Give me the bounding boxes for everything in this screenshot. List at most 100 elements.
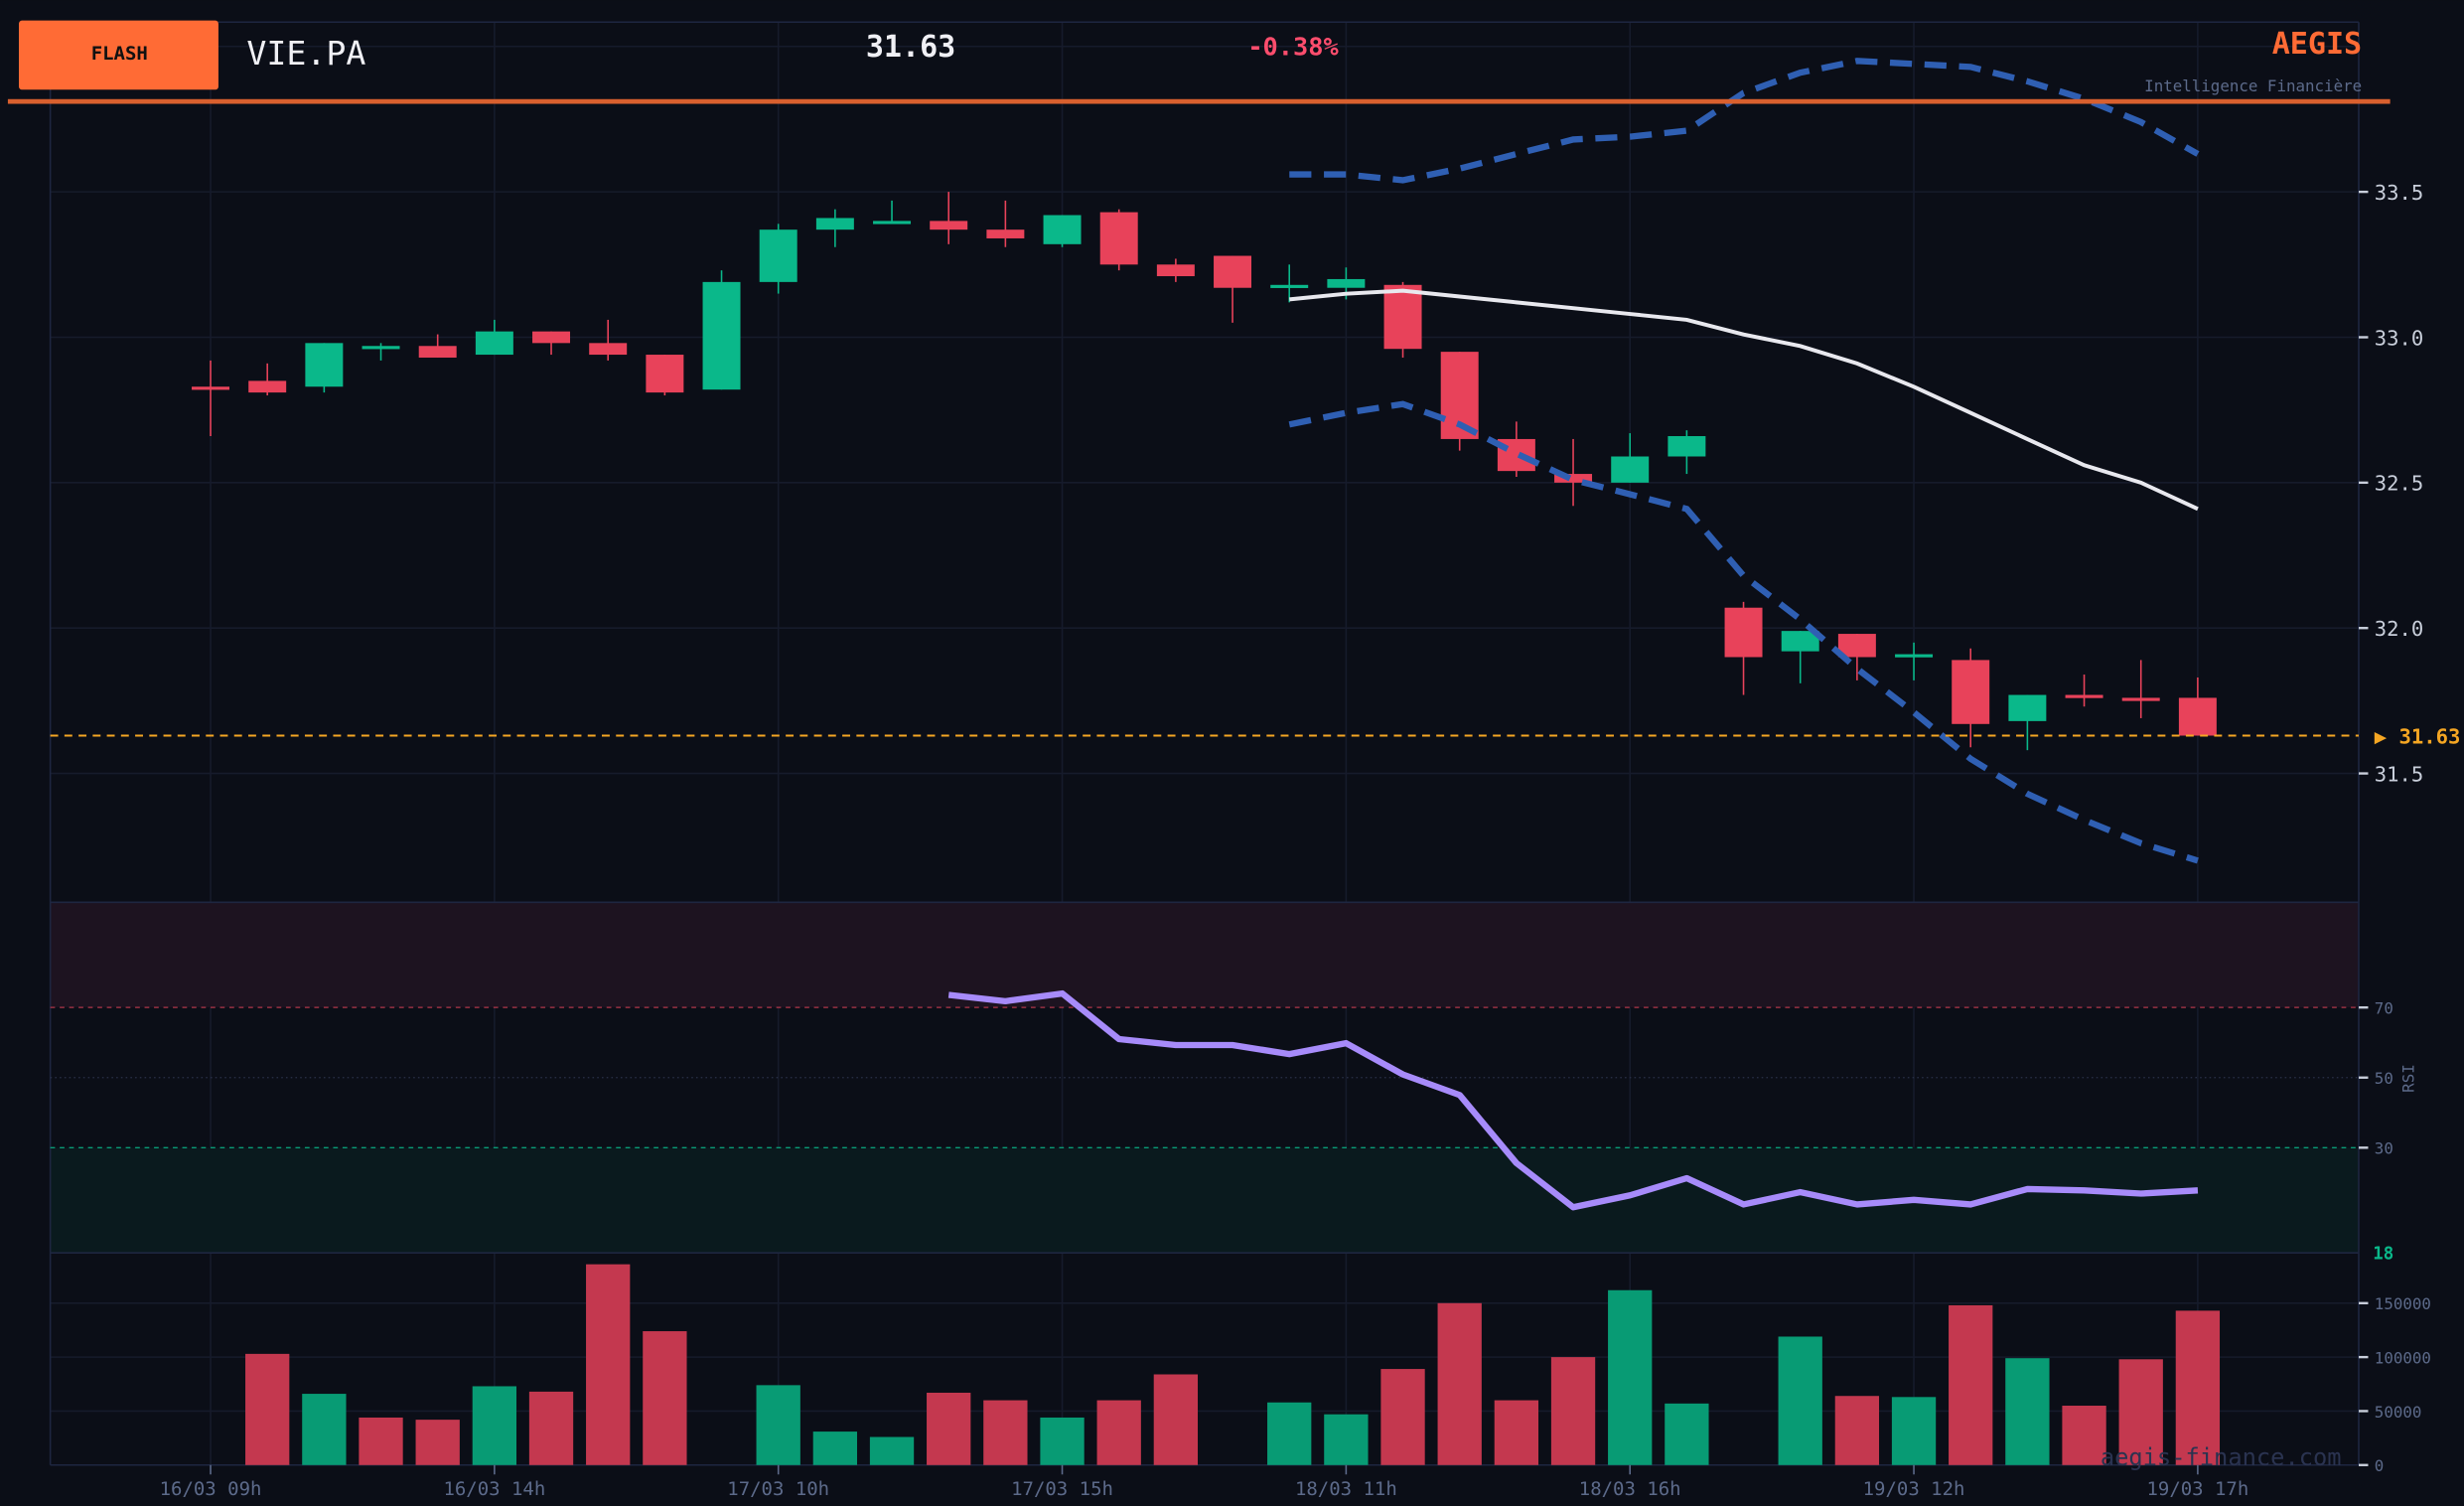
candle-body: [1724, 607, 1763, 658]
volume-bar: [1494, 1400, 1539, 1465]
time-tick-label: 16/03 09h: [160, 1478, 262, 1500]
candle-body: [1781, 631, 1819, 652]
volume-tick-label: 50000: [2375, 1403, 2422, 1422]
volume-bar: [245, 1353, 290, 1465]
volume-bar: [812, 1431, 858, 1465]
price-tick-label: 33.0: [2375, 326, 2423, 350]
candle-body: [192, 386, 230, 390]
candle-body: [1611, 456, 1650, 483]
volume-bar: [302, 1394, 347, 1465]
rsi-tick-label: 50: [2375, 1069, 2393, 1088]
candle-body: [248, 380, 287, 393]
volume-bar: [1267, 1402, 1312, 1465]
volume-bar: [869, 1436, 915, 1465]
last-price-label: ▶ 31.63: [2375, 724, 2461, 748]
bollinger-upper-line: [1289, 58, 2200, 184]
volume-bar: [927, 1392, 971, 1465]
candle-body: [362, 346, 400, 350]
volume-bar: [1834, 1396, 1880, 1465]
candle-body: [1156, 264, 1195, 277]
volume-bar: [1608, 1289, 1653, 1465]
flash-badge-label: FLASH: [91, 43, 148, 65]
volume-bar: [528, 1391, 574, 1465]
rsi-tick-label: 30: [2375, 1139, 2393, 1158]
candle-body: [702, 281, 741, 390]
volume-bar: [1380, 1369, 1425, 1465]
candle-body: [1383, 284, 1422, 350]
axes: 31.5 32.0 32.5 33.0 33.5 70 50 30 RSI 18 0 50000 100…: [160, 181, 2431, 1500]
volume-bar: [586, 1264, 631, 1465]
volume-bar: [1437, 1302, 1482, 1465]
volume-tick-label: 100000: [2375, 1348, 2431, 1367]
watermark: aegis-finance.com: [2101, 1443, 2342, 1471]
candle-body: [1554, 474, 1593, 483]
price-tick-label: 32.0: [2375, 617, 2423, 641]
volume-bar: [1550, 1357, 1596, 1465]
volume-bar: [1891, 1397, 1937, 1465]
candle-body: [1327, 278, 1366, 288]
volume-bar: [1324, 1414, 1369, 1465]
current-price: 31.63: [866, 30, 955, 65]
candle-body: [2121, 697, 2160, 701]
candle-body: [1270, 284, 1309, 288]
time-tick-label: 19/03 12h: [1863, 1478, 1965, 1500]
chart-frame: [49, 21, 2360, 1466]
price-tick-label: 32.5: [2375, 472, 2423, 496]
candle-body: [2178, 697, 2217, 736]
rsi-oversold-zone: [50, 1147, 2359, 1254]
bollinger-lower-line: [1288, 400, 2199, 864]
time-tick-label: 18/03 16h: [1579, 1478, 1681, 1500]
rsi-line: [947, 989, 2199, 1211]
volume-bar: [2062, 1406, 2106, 1465]
candle-body: [2008, 694, 2047, 721]
volume-bar: [2175, 1310, 2221, 1465]
candle-body: [1895, 654, 1934, 658]
candle-body: [2065, 694, 2103, 698]
candle-body: [589, 343, 628, 356]
price-change: -0.38%: [1247, 32, 1339, 61]
volume-bar: [359, 1417, 403, 1465]
brand-logo: AEGIS: [2272, 27, 2362, 62]
candle-body: [1043, 215, 1082, 244]
volume-bar: [1153, 1374, 1199, 1465]
volume-bar: [643, 1331, 687, 1465]
rsi-tick-label: 70: [2375, 998, 2393, 1017]
rsi-axis-label: RSI: [2398, 1064, 2417, 1093]
time-tick-label: 16/03 14h: [443, 1478, 545, 1500]
time-tick-label: 19/03 17h: [2146, 1478, 2248, 1500]
volume-tick-label: 150000: [2375, 1294, 2431, 1313]
candle-body: [532, 331, 571, 344]
candle-body: [986, 229, 1025, 238]
header-divider: [7, 98, 2391, 104]
candle-body: [873, 221, 912, 225]
candle-body: [1837, 634, 1876, 658]
volume-bar: [472, 1386, 517, 1465]
candle-body: [475, 331, 513, 356]
time-tick-label: 18/03 11h: [1295, 1478, 1397, 1500]
header: FLASH VIE.PA 31.63 -0.38% AEGIS Intellig…: [7, 20, 2391, 104]
candle-body: [1667, 436, 1706, 457]
flash-badge: [18, 20, 218, 90]
symbol-title: VIE.PA: [246, 34, 365, 73]
price-tick-label: 33.5: [2375, 181, 2423, 205]
volume-bar: [415, 1420, 460, 1465]
volume-bar: [2118, 1359, 2163, 1465]
brand-tagline: Intelligence Financière: [2144, 76, 2362, 95]
candle-body: [759, 229, 797, 282]
volume-bar: [1665, 1403, 1709, 1465]
candle-body: [930, 221, 968, 230]
volume-bar: [1040, 1417, 1085, 1465]
bollinger-bands: [1288, 58, 2200, 864]
volume-bar: [1778, 1336, 1822, 1465]
candle-body: [1099, 212, 1138, 265]
candle-body: [815, 218, 854, 230]
candle-body: [305, 343, 344, 387]
candle-body: [1952, 660, 1990, 724]
candle-body: [646, 355, 684, 393]
time-tick-label: 17/03 15h: [1011, 1478, 1113, 1500]
volume-bar: [756, 1385, 800, 1465]
candle-body: [1214, 255, 1252, 288]
volume-bars: [245, 1264, 2221, 1465]
